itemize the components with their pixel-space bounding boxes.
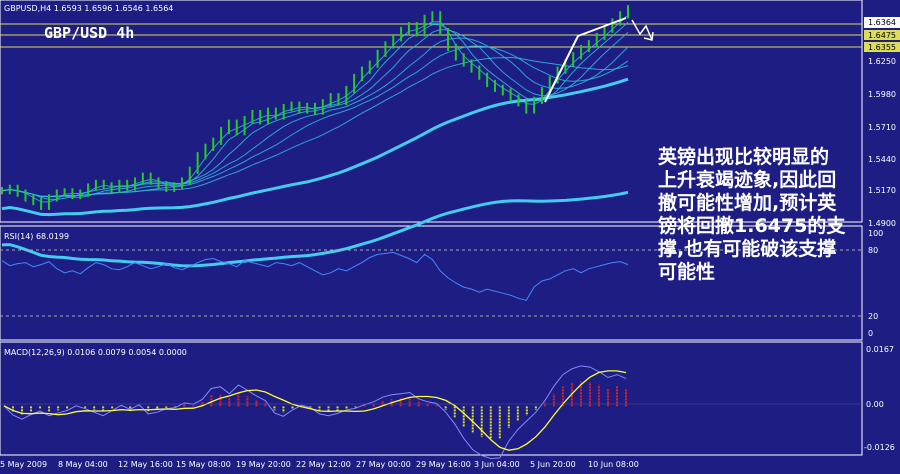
- macd-signal-line: [3, 370, 627, 451]
- price-tick-0: 1.6364: [868, 18, 896, 27]
- rsi-line: [1, 251, 629, 301]
- projection-line: [544, 17, 627, 103]
- time-tick-7: 29 May 16:00: [416, 460, 471, 469]
- time-tick-5: 22 May 12:00: [296, 460, 351, 469]
- price-tick-7: 1.5170: [868, 186, 896, 195]
- macd-tick-bottom: -0.0126: [864, 443, 895, 452]
- price-tick-2: 1.6355: [868, 43, 896, 52]
- macd-tick-top: 0.0167: [866, 345, 894, 354]
- comment-line-3: 撤可能性增加,预计英: [658, 191, 837, 214]
- rsi-tick-20: 20: [868, 312, 878, 321]
- rsi-panel-header: RSI(14) 68.0199: [4, 232, 69, 241]
- price-panel-frame: [0, 0, 863, 223]
- comment-line-6: 可能性: [658, 260, 715, 283]
- macd-series-layer: [3, 365, 627, 460]
- price-tick-4: 1.5980: [868, 90, 896, 99]
- rsi-tick-0: 0: [868, 329, 873, 338]
- price-tick-8: 1.4900: [868, 219, 896, 228]
- time-tick-8: 3 Jun 04:00: [474, 460, 520, 469]
- comment-line-2: 上升衰竭迹象,因此回: [658, 168, 836, 191]
- rsi-tick-100: 100: [868, 229, 883, 238]
- macd-panel-frame: [0, 341, 863, 456]
- moving-average-long-1: [1, 77, 629, 217]
- time-tick-3: 15 May 08:00: [176, 460, 231, 469]
- price-tick-6: 1.5440: [868, 155, 896, 164]
- time-axis: 5 May 2009 8 May 04:00 12 May 16:00 15 M…: [0, 460, 639, 469]
- price-series-layer: [1, 5, 629, 268]
- price-panel-header: GBPUSD,H4 1.6593 1.6596 1.6546 1.6564: [4, 4, 173, 13]
- projection-zigzag: [631, 19, 653, 41]
- analysis-comment: 英镑出现比较明显的 上升衰竭迹象,因此回 撤可能性增加,预计英 镑将回撤1.64…: [658, 145, 846, 283]
- price-tick-5: 1.5710: [868, 123, 896, 132]
- macd-panel-header: MACD(12,26,9) 0.0106 0.0079 0.0054 0.000…: [4, 348, 187, 357]
- time-tick-6: 27 May 00:00: [356, 460, 411, 469]
- rsi-axis: 100 80 20 0: [868, 229, 883, 338]
- arrow-head-icon: [643, 31, 654, 41]
- macd-line: [3, 365, 627, 460]
- rsi-tick-80: 80: [868, 246, 878, 255]
- macd-tick-zero: 0.00: [866, 400, 884, 409]
- comment-line-1: 英镑出现比较明显的: [658, 145, 829, 168]
- price-tick-1: 1.6475: [868, 31, 896, 40]
- time-tick-10: 10 Jun 08:00: [588, 460, 639, 469]
- overlay-title: GBP/USD 4h: [44, 24, 134, 42]
- moving-average-long-2: [1, 190, 629, 268]
- macd-axis: 0.0167 0.00 -0.0126: [864, 345, 895, 452]
- comment-line-5: 撑,也有可能破该支撑: [658, 237, 836, 260]
- time-tick-4: 19 May 20:00: [236, 460, 291, 469]
- time-tick-2: 12 May 16:00: [118, 460, 173, 469]
- rsi-panel-frame: [0, 225, 863, 341]
- price-tick-3: 1.6250: [868, 57, 896, 66]
- price-tag-lower: [864, 42, 900, 52]
- comment-line-4: 镑将回撤1.6475的支: [658, 214, 846, 237]
- moving-average-line-5: [1, 56, 629, 198]
- price-tag-support: [864, 30, 900, 40]
- price-axis: 1.6364 1.6475 1.6355 1.6250 1.5980 1.571…: [864, 17, 900, 228]
- time-tick-0: 5 May 2009: [0, 460, 47, 469]
- time-tick-9: 5 Jun 20:00: [530, 460, 576, 469]
- rsi-series-layer: [1, 251, 629, 301]
- price-tag-current: [864, 17, 900, 28]
- time-tick-1: 8 May 04:00: [58, 460, 108, 469]
